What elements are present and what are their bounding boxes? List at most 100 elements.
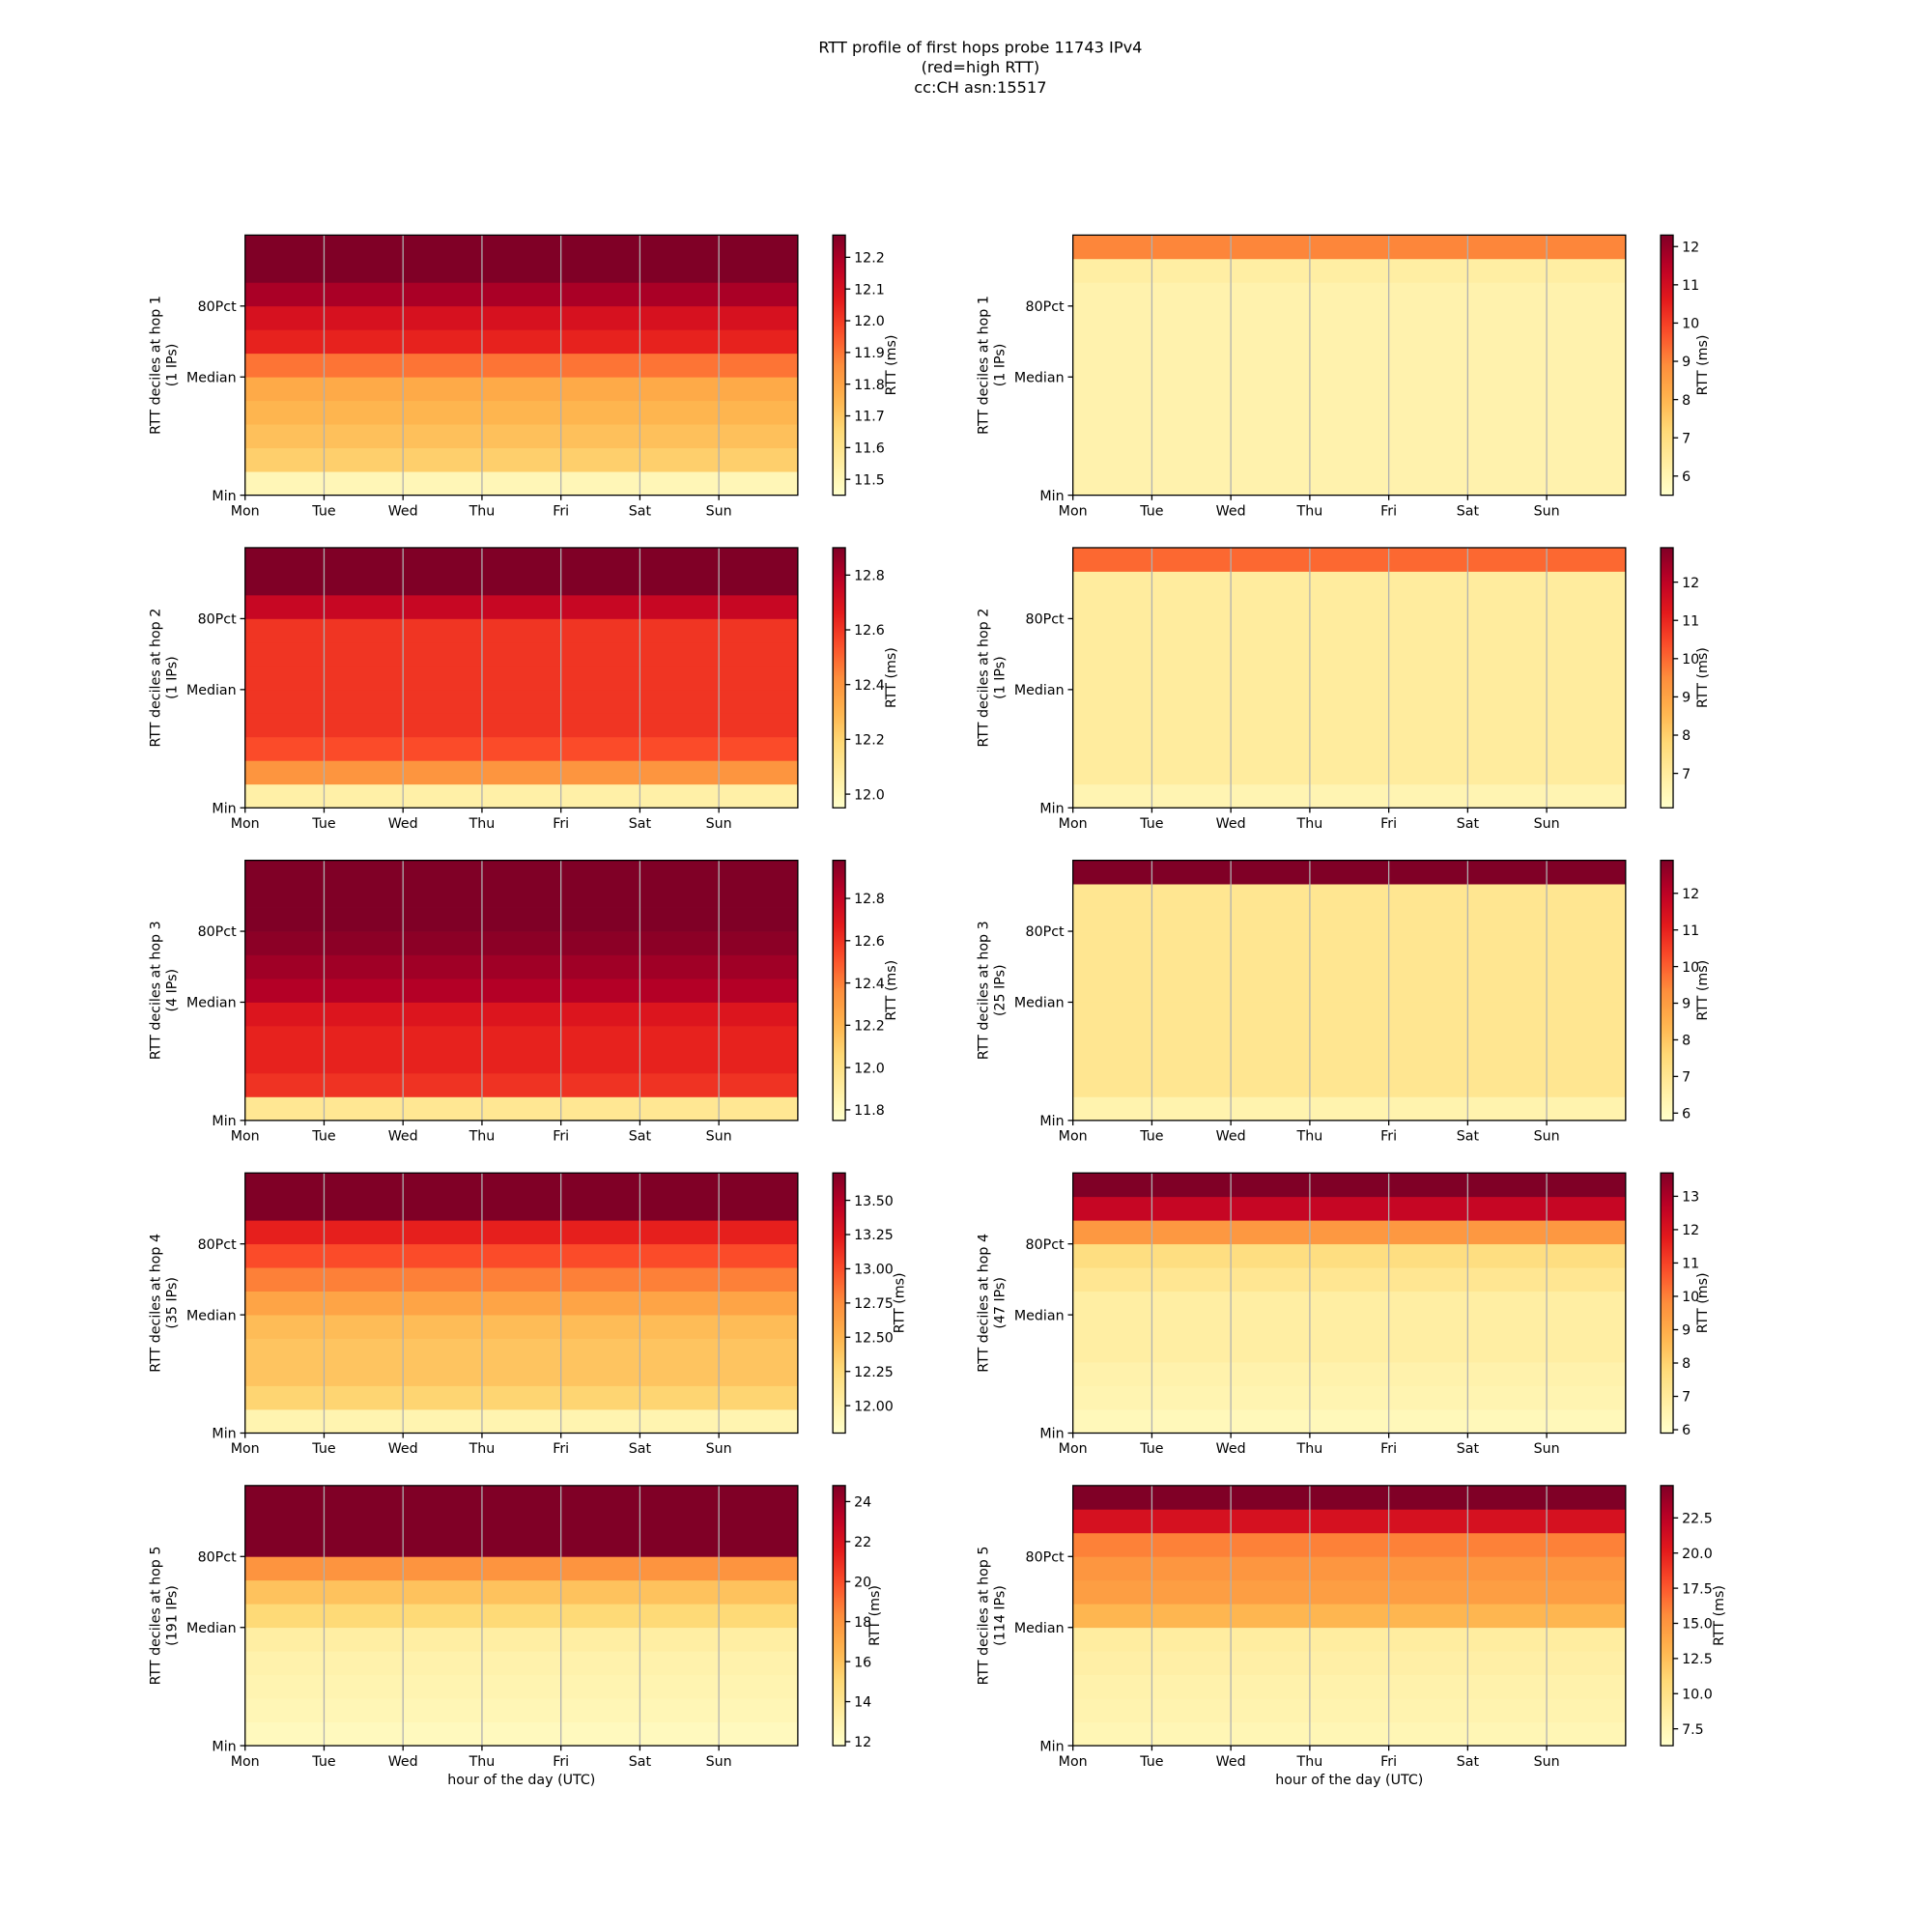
colorbar-tick-label: 6	[1682, 469, 1690, 485]
x-tick-label: Thu	[469, 503, 496, 519]
heatmap-row	[244, 954, 798, 980]
x-tick-label: Thu	[469, 1441, 496, 1457]
y-axis-label: RTT deciles at hop 4(35 IPs)	[149, 1234, 181, 1373]
y-axis-label: RTT deciles at hop 1(1 IPs)	[977, 296, 1009, 435]
x-tick-label: Tue	[1139, 1129, 1163, 1145]
heatmap-row	[1072, 258, 1626, 283]
y-axis-label: RTT deciles at hop 3(25 IPs)	[977, 921, 1009, 1060]
y-tick-label: Min	[1039, 489, 1064, 504]
y-axis-label-line: RTT deciles at hop 2	[977, 609, 992, 748]
heatmap-row	[244, 1604, 798, 1629]
colorbar-tick-label: 11.8	[854, 378, 885, 393]
x-axis-label: hour of the day (UTC)	[447, 1773, 595, 1788]
colorbar-tick-label: 12.2	[854, 1019, 885, 1035]
colorbar-tick-label: 7	[1682, 431, 1690, 446]
x-tick-label: Tue	[311, 503, 335, 519]
x-tick-label: Mon	[1059, 1441, 1088, 1457]
x-tick-label: Tue	[1139, 816, 1163, 832]
plot-frame	[1072, 859, 1627, 1122]
y-axis-label: RTT deciles at hop 4(47 IPs)	[977, 1234, 1009, 1373]
heatmap-row	[1072, 689, 1626, 714]
x-tick-label: Wed	[388, 1441, 418, 1457]
x-tick-label: Fri	[1380, 1441, 1397, 1457]
y-tick-label: Min	[212, 1739, 236, 1754]
x-tick-label: Fri	[553, 1754, 569, 1770]
x-axis-label: hour of the day (UTC)	[1275, 1773, 1423, 1788]
colorbar-tick-label: 7	[1682, 1070, 1690, 1086]
x-tick-label: Sun	[1534, 1754, 1560, 1770]
y-tick-label: Min	[212, 801, 236, 816]
y-tick-label: Min	[212, 1114, 236, 1129]
heatmap-row	[244, 1579, 798, 1605]
colorbar-tick-label: 11	[1682, 278, 1699, 294]
colorbar-tick-label: 9	[1682, 1323, 1690, 1339]
plot-frame	[244, 859, 799, 1122]
heatmap-row	[244, 571, 798, 596]
y-tick-label: Median	[186, 996, 237, 1011]
colorbar-label: RTT (ms)	[1695, 960, 1711, 1021]
x-tick-label: Sat	[1457, 816, 1480, 832]
heatmap-row	[244, 736, 798, 761]
x-tick-label: Fri	[553, 1441, 569, 1457]
heatmap-row	[1072, 471, 1626, 497]
x-tick-label: Mon	[1059, 503, 1088, 519]
colorbar-tick-label: 11.8	[854, 1103, 885, 1119]
y-axis-label-line: RTT deciles at hop 5	[149, 1547, 164, 1686]
y-tick-label: Min	[1039, 801, 1064, 816]
colorbar-tick-label: 10.0	[1682, 1687, 1713, 1702]
colorbar-label: RTT (ms)	[884, 960, 899, 1021]
x-tick-label: Sat	[629, 816, 652, 832]
x-tick-label: Fri	[553, 816, 569, 832]
x-tick-label: Thu	[1296, 1441, 1323, 1457]
y-axis-label-line: (191 IPs)	[165, 1585, 181, 1646]
heatmap-row	[244, 641, 798, 667]
colorbar-tick-label: 12.2	[854, 733, 885, 749]
colorbar-tick-label: 9	[1682, 691, 1690, 706]
heatmap-row	[244, 1220, 798, 1245]
colorbar-label: RTT (ms)	[1712, 1585, 1727, 1646]
y-tick-label: Median	[1014, 683, 1065, 698]
x-tick-label: Thu	[469, 1754, 496, 1770]
colorbar-tick-label: 8	[1682, 1356, 1690, 1372]
heatmap-row	[1072, 907, 1626, 932]
x-tick-label: Thu	[1296, 1754, 1323, 1770]
colorbar-tick-label: 12.00	[854, 1399, 894, 1414]
y-tick-label: 80Pct	[198, 1237, 237, 1253]
y-axis-label: RTT deciles at hop 1(1 IPs)	[149, 296, 181, 435]
figure-title: cc:CH asn:15517	[914, 78, 1046, 97]
x-tick-label: Wed	[1216, 816, 1246, 832]
colorbar-tick-label: 12.0	[854, 314, 885, 329]
heatmap-row	[244, 305, 798, 330]
x-tick-label: Wed	[1216, 1129, 1246, 1145]
heatmap-row	[1072, 424, 1626, 449]
heatmap-row	[244, 235, 798, 260]
plot-frame	[1072, 1172, 1627, 1435]
x-tick-label: Sun	[1534, 816, 1560, 832]
plot-frame	[244, 1485, 799, 1747]
colorbar-tick-label: 13.50	[854, 1194, 894, 1209]
colorbar-tick-label: 11.7	[854, 410, 885, 425]
y-axis-label-line: RTT deciles at hop 3	[977, 921, 992, 1060]
heatmap-row	[1072, 618, 1626, 643]
y-tick-label: Median	[186, 1621, 237, 1636]
colorbar-tick-label: 13.00	[854, 1263, 894, 1278]
colorbar-label: RTT (ms)	[867, 1585, 883, 1646]
x-tick-label: Tue	[1139, 503, 1163, 519]
colorbar-tick-label: 12	[1682, 576, 1699, 591]
y-tick-label: Min	[1039, 1739, 1064, 1754]
x-tick-label: Mon	[231, 1754, 260, 1770]
colorbar-tick-label: 12.6	[854, 623, 885, 639]
colorbar	[1660, 234, 1674, 497]
colorbar-tick-label: 9	[1682, 355, 1690, 370]
heatmap-row	[1072, 760, 1626, 785]
x-tick-label: Mon	[231, 816, 260, 832]
colorbar-tick-label: 12.50	[854, 1330, 894, 1346]
heatmap-row	[1072, 931, 1626, 955]
heatmap-row	[1072, 1196, 1626, 1221]
y-tick-label: 80Pct	[1026, 1237, 1065, 1253]
heatmap-row	[1072, 1721, 1626, 1747]
x-tick-label: Sun	[1534, 1129, 1560, 1145]
x-tick-label: Wed	[388, 1129, 418, 1145]
heatmap-row	[1072, 1604, 1626, 1629]
